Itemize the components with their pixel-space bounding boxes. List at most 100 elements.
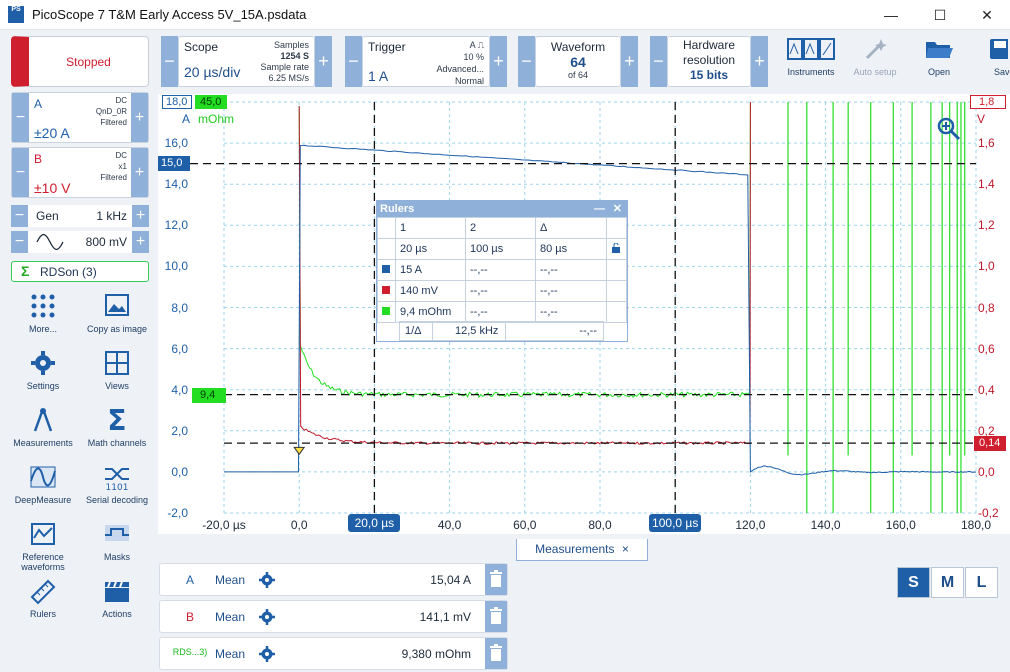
rulers-close-button[interactable]: ✕	[612, 203, 622, 215]
channel-a-trace	[224, 144, 977, 476]
resolution-increase-button[interactable]: +	[751, 36, 768, 87]
deepmeasure-button[interactable]: DeepMeasure	[6, 463, 80, 505]
math-channels-button[interactable]: Σ Math channels	[80, 406, 154, 448]
time-ruler-tag[interactable]: 20,0 µs	[348, 514, 401, 532]
rulers-inverse-label: 1/Δ	[405, 325, 422, 337]
ruler-time-1: 20 µs	[395, 238, 466, 260]
axis-a-tick: 6,0	[171, 341, 188, 356]
channel-b-increase-button[interactable]: +	[131, 148, 148, 197]
axis-a-tick: 12,0	[164, 218, 188, 233]
trigger-marker-icon[interactable]	[293, 446, 306, 456]
timebase-increase-button[interactable]: +	[315, 36, 332, 87]
delete-measurement-button[interactable]	[485, 638, 507, 669]
math-channel-item[interactable]: Σ RDSon (3)	[11, 261, 149, 282]
measurement-row[interactable]: RDS...3) Mean 9,380 mOhm	[159, 637, 508, 670]
rulers-minimize-button[interactable]: —	[594, 203, 605, 215]
close-button[interactable]: ✕	[981, 7, 993, 23]
gen-freq-field[interactable]: Gen 1 kHz	[28, 205, 132, 227]
channel-b-ruler-tag[interactable]: 0,14	[974, 436, 1006, 451]
open-label: Open	[927, 67, 951, 77]
measurement-channel: A	[185, 573, 194, 587]
instruments-button[interactable]: Instruments	[780, 36, 842, 77]
waveform-current[interactable]: 64	[570, 54, 586, 70]
minimize-button[interactable]: —	[884, 7, 898, 23]
gen-freq-increase-button[interactable]: +	[132, 205, 149, 227]
copy-image-button[interactable]: Copy as image	[80, 292, 154, 334]
auto-setup-button[interactable]: Auto setup	[848, 36, 902, 77]
open-button[interactable]: Open	[912, 36, 966, 77]
channel-b-range[interactable]: ±10 V	[34, 180, 71, 196]
reference-waveforms-button[interactable]: Reference waveforms	[6, 520, 80, 572]
masks-button[interactable]: Masks	[80, 520, 154, 562]
channel-b-panel[interactable]: − B ±10 V DC x1 Filtered +	[11, 147, 149, 198]
channel-a-range[interactable]: ±20 A	[34, 125, 70, 141]
sigma-icon: Σ	[21, 263, 30, 279]
delete-measurement-button[interactable]	[485, 601, 507, 632]
rulers-col-delta: Δ	[535, 217, 607, 239]
resolution-decrease-button[interactable]: −	[650, 36, 667, 87]
measurements-button[interactable]: Measurements	[6, 406, 80, 448]
trigger-decrease-button[interactable]: −	[345, 36, 362, 87]
run-stop-button[interactable]: Stopped	[11, 36, 149, 87]
channel-a-ruler-tag[interactable]: 15,0	[158, 156, 190, 171]
trigger-level[interactable]: 1 A	[368, 68, 389, 84]
timebase-value[interactable]: 20 µs/div	[184, 64, 241, 80]
math-ruler-tag[interactable]: 9,4	[192, 388, 226, 403]
measurements-tab[interactable]: Measurements ×	[516, 539, 648, 561]
measurement-settings-button[interactable]	[258, 645, 276, 666]
size-medium-button[interactable]: M	[931, 567, 964, 598]
mask-icon	[105, 525, 129, 541]
channel-b-top-tag[interactable]: 1,8	[970, 95, 1006, 109]
rulers-frequency-2: --,--	[579, 325, 597, 337]
gen-amplitude-field[interactable]: 800 mV	[28, 231, 132, 253]
channel-b-decrease-button[interactable]: −	[12, 148, 29, 197]
serial-decode-icon: 1101	[105, 468, 129, 491]
channel-a-panel[interactable]: − A ±20 A DC QnD_0R Filtered +	[11, 92, 149, 143]
lock-icon[interactable]	[606, 238, 627, 260]
gen-freq-decrease-button[interactable]: −	[11, 205, 28, 227]
channel-b-name: B	[34, 152, 43, 166]
measurement-settings-button[interactable]	[258, 608, 276, 629]
rulers-window[interactable]: Rulers — ✕ 1 2 Δ 20 µs 100 µs 80 µs 15 A…	[376, 200, 628, 342]
channel-a-top-tag[interactable]: 18,0	[162, 95, 192, 109]
resolution-value[interactable]: 15 bits	[689, 68, 728, 82]
auto-setup-label: Auto setup	[853, 67, 897, 77]
timebase-decrease-button[interactable]: −	[161, 36, 178, 87]
gen-amp-decrease-button[interactable]: −	[11, 231, 28, 253]
samples-value: 1254 S	[280, 51, 309, 61]
channel-a-decrease-button[interactable]: −	[12, 93, 29, 142]
trigger-advanced[interactable]: Advanced...	[436, 64, 484, 74]
actions-button[interactable]: Actions	[80, 577, 154, 619]
more-button[interactable]: More...	[6, 292, 80, 334]
time-ruler-tag[interactable]: 100,0 µs	[649, 514, 702, 532]
channel-a-increase-button[interactable]: +	[131, 93, 148, 142]
measurement-settings-button[interactable]	[258, 571, 276, 592]
size-large-button[interactable]: L	[965, 567, 998, 598]
settings-button[interactable]: Settings	[6, 349, 80, 391]
trigger-mode[interactable]: Normal	[454, 76, 484, 86]
generator-panel: − Gen 1 kHz + − 800 mV +	[11, 205, 149, 255]
rulers-button[interactable]: Rulers	[6, 577, 80, 619]
math-top-tag[interactable]: 45,0	[195, 95, 227, 109]
serial-decoding-button[interactable]: 1101 Serial decoding	[80, 463, 154, 505]
maximize-button[interactable]: ☐	[933, 7, 947, 23]
zoom-icon[interactable]	[936, 116, 962, 147]
delete-measurement-button[interactable]	[485, 564, 507, 595]
gen-amp-increase-button[interactable]: +	[132, 231, 149, 253]
channel-b-probe: x1	[118, 162, 127, 171]
measurement-row[interactable]: B Mean 141,1 mV	[159, 600, 508, 633]
math-channels-label: Math channels	[87, 438, 147, 448]
ruler-a-value-2: --,--	[465, 259, 536, 281]
axis-x-tick: 80,0	[588, 518, 612, 532]
trigger-group: Trigger 1 A A ⎍ 10 % Advanced... Normal	[362, 36, 490, 87]
waveform-next-button[interactable]: +	[621, 36, 638, 87]
scope-label: Scope	[184, 40, 219, 54]
axis-b-tick: 1,4	[978, 177, 995, 192]
measurement-row[interactable]: A Mean 15,04 A	[159, 563, 508, 596]
views-button[interactable]: Views	[80, 349, 154, 391]
measurements-tab-close-button[interactable]: ×	[621, 542, 629, 556]
save-button[interactable]: Save	[978, 36, 1010, 77]
size-small-button[interactable]: S	[897, 567, 930, 598]
trigger-increase-button[interactable]: +	[490, 36, 507, 87]
waveform-prev-button[interactable]: −	[518, 36, 535, 87]
